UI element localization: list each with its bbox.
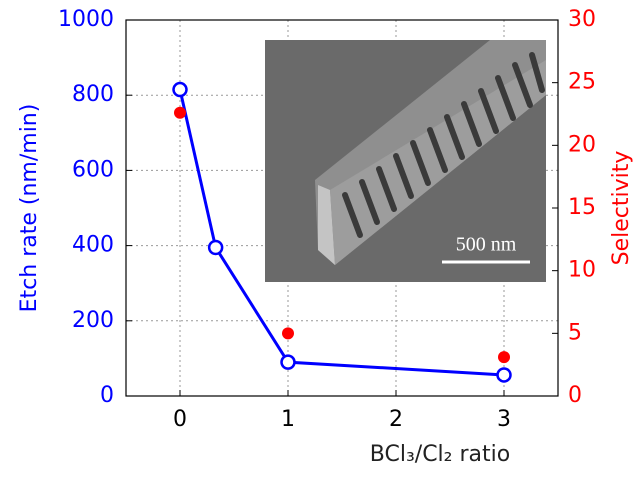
y-tick-label: 200 [72,308,114,333]
data-point [174,83,187,96]
inset-image: 500 nm [265,40,546,282]
y-tick-label: 600 [72,157,114,182]
x-tick-label: 0 [173,407,187,432]
y2-tick-label: 20 [568,132,596,157]
y2-axis-label: Selectivity [609,151,634,266]
x-axis-label: BCl₃/Cl₂ ratio [370,442,510,467]
y2-tick-label: 5 [568,320,582,345]
y-axis-label: Etch rate (nm/min) [17,104,42,313]
y-tick-label: 800 [72,82,114,107]
y-tick-label: 0 [100,383,114,408]
data-point [282,356,295,369]
data-point [174,107,186,119]
y-tick-label: 400 [72,233,114,258]
chart: 500 nm BCl₃/Cl₂ ratio Etch rate (nm/min)… [0,0,639,473]
x-tick-label: 1 [281,407,295,432]
data-point [498,368,511,381]
x-tick-label: 3 [497,407,511,432]
data-point [498,351,510,363]
data-point [209,241,222,254]
y2-tick-label: 25 [568,70,596,95]
y2-tick-label: 30 [568,7,596,32]
inset-scale-label: 500 nm [456,234,517,256]
x-tick-label: 2 [389,407,403,432]
data-point [282,327,294,339]
y2-tick-label: 0 [568,383,582,408]
y-tick-label: 1000 [58,7,114,32]
y2-tick-label: 15 [568,195,596,220]
y2-tick-label: 10 [568,258,596,283]
